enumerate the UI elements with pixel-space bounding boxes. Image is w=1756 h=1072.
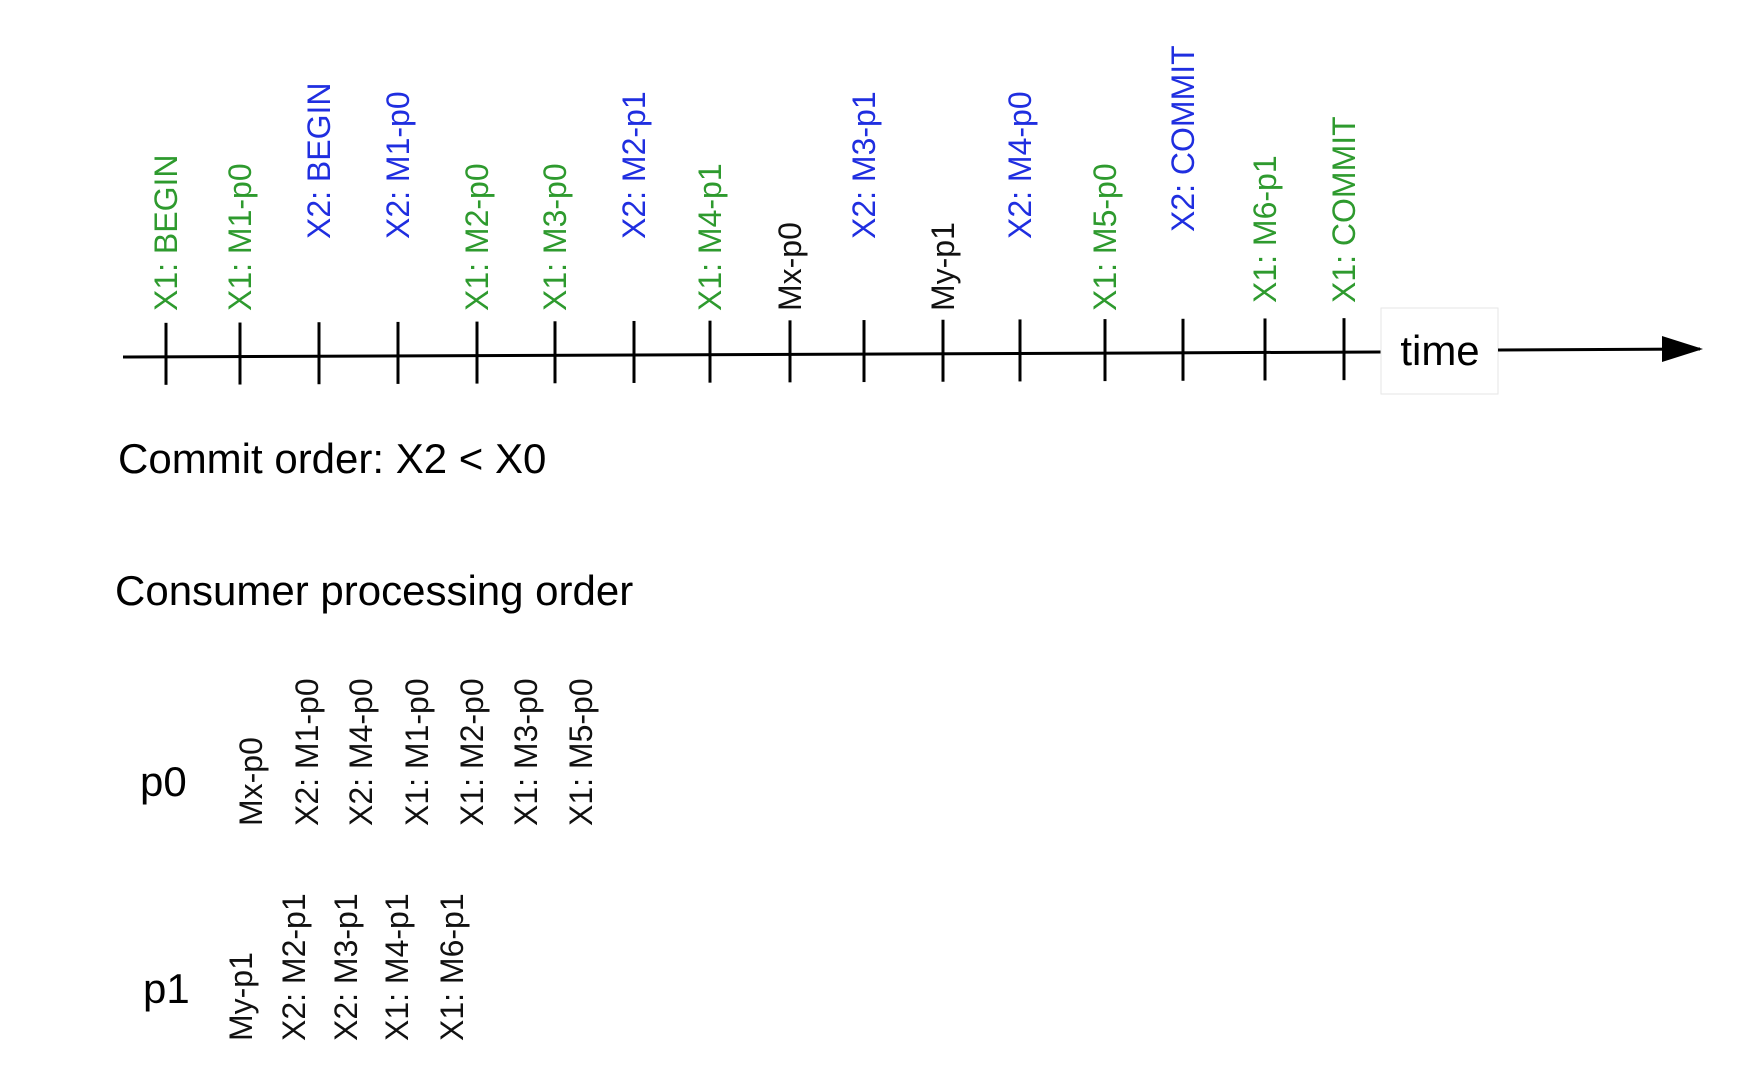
time-label-box <box>1380 307 1499 395</box>
processing-item: X2: M3-p1 <box>328 893 364 1041</box>
consumer-title: Consumer processing order <box>115 567 633 614</box>
timeline-event-label: X2: COMMIT <box>1165 45 1201 232</box>
timeline-event-label: X2: M3-p1 <box>846 91 882 239</box>
timeline-event-label: My-p1 <box>925 222 961 311</box>
timeline-event-label: X2: M4-p0 <box>1002 91 1038 239</box>
partition-items-p0: Mx-p0 X2: M1-p0 X2: M4-p0 X1: M1-p0 X1: M2-p… <box>233 678 599 826</box>
partition-label-p1: p1 <box>143 965 190 1012</box>
processing-item: X2: M1-p0 <box>289 678 325 826</box>
timeline-event-label: X1: M1-p0 <box>222 163 258 311</box>
timeline-event-labels: X1: BEGIN X1: M1-p0 X2: BEGIN X2: M1-p0 X1: … <box>148 45 1362 311</box>
timeline-event-label: X1: M6-p1 <box>1247 155 1283 303</box>
processing-item: X1: M6-p1 <box>434 893 470 1041</box>
partition-label-p0: p0 <box>140 758 187 805</box>
processing-item: X1: M5-p0 <box>563 678 599 826</box>
commit-order-text: Commit order: X2 < X0 <box>118 435 546 482</box>
timeline: X1: BEGIN X1: M1-p0 X2: BEGIN X2: M1-p0 X1: … <box>122 45 1703 395</box>
arrowhead-icon <box>1662 336 1703 362</box>
processing-item: My-p1 <box>223 952 259 1041</box>
timeline-event-label: Mx-p0 <box>772 222 808 311</box>
processing-item: X1: M2-p0 <box>454 678 490 826</box>
timeline-event-label: X1: M2-p0 <box>459 163 495 311</box>
processing-item: X2: M4-p0 <box>343 678 379 826</box>
timeline-axis <box>122 350 1382 359</box>
processing-item: Mx-p0 <box>233 737 269 826</box>
partition-items-p1: My-p1 X2: M2-p1 X2: M3-p1 X1: M4-p1 X1: M6-p… <box>223 893 470 1041</box>
timeline-event-label: X2: M2-p1 <box>616 91 652 239</box>
timeline-event-label: X1: COMMIT <box>1326 116 1362 303</box>
timeline-event-label: X2: BEGIN <box>301 83 337 240</box>
timeline-event-label: X1: M5-p0 <box>1087 163 1123 311</box>
timeline-ticks <box>164 318 1346 385</box>
processing-item: X2: M2-p1 <box>276 893 312 1041</box>
timeline-event-label: X1: M3-p0 <box>537 163 573 311</box>
timeline-event-label: X1: BEGIN <box>148 155 184 312</box>
processing-item: X1: M1-p0 <box>399 678 435 826</box>
processing-item: X1: M3-p0 <box>508 678 544 826</box>
processing-item: X1: M4-p1 <box>379 893 415 1041</box>
time-axis-label: time <box>1400 327 1479 374</box>
timeline-event-label: X1: M4-p1 <box>692 163 728 311</box>
timeline-event-label: X2: M1-p0 <box>380 91 416 239</box>
